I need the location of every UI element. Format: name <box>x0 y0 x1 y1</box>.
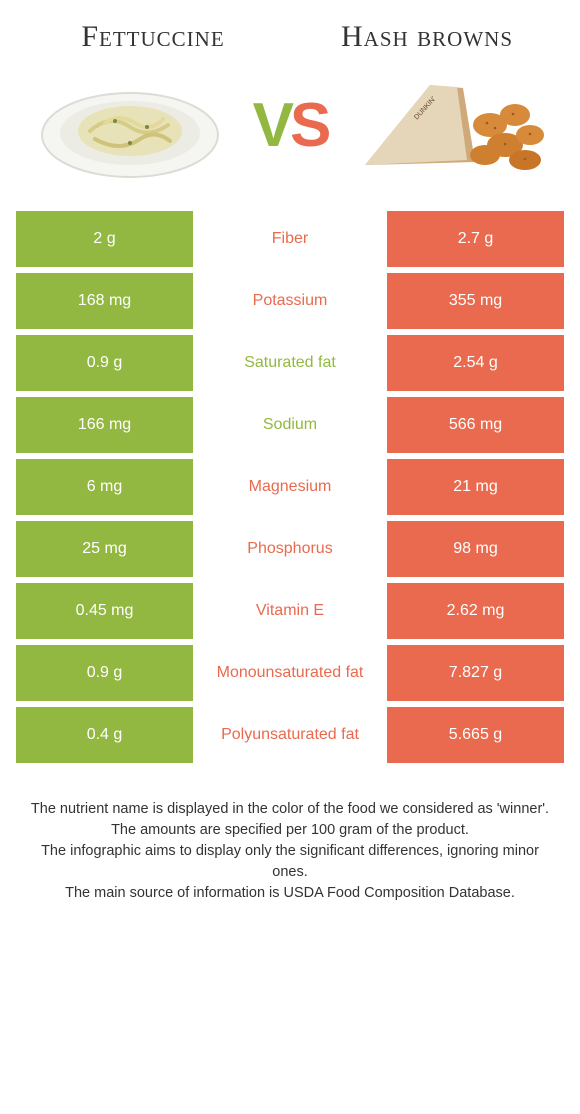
fettuccine-icon <box>35 65 225 185</box>
comparison-table: 2 gFiber2.7 g168 mgPotassium355 mg0.9 gS… <box>16 211 564 763</box>
value-right: 98 mg <box>387 521 564 577</box>
nutrient-label: Vitamin E <box>193 583 387 639</box>
nutrient-label: Potassium <box>193 273 387 329</box>
footer-notes: The nutrient name is displayed in the co… <box>16 799 564 904</box>
hashbrowns-icon: DUNKIN' <box>355 70 545 180</box>
food-a-title: Fettuccine <box>16 20 290 53</box>
vs-s: S <box>290 90 327 161</box>
table-row: 0.45 mgVitamin E2.62 mg <box>16 583 564 639</box>
table-row: 0.9 gSaturated fat2.54 g <box>16 335 564 391</box>
value-left: 168 mg <box>16 273 193 329</box>
food-b-title: Hash browns <box>290 20 564 53</box>
value-left: 0.4 g <box>16 707 193 763</box>
nutrient-label: Monounsaturated fat <box>193 645 387 701</box>
infographic-container: Fettuccine Hash browns VS DUNK <box>0 0 580 924</box>
value-right: 2.62 mg <box>387 583 564 639</box>
images-row: VS DUNKIN' <box>16 65 564 185</box>
value-right: 2.54 g <box>387 335 564 391</box>
value-left: 2 g <box>16 211 193 267</box>
value-right: 2.7 g <box>387 211 564 267</box>
vs-v: V <box>253 90 290 161</box>
food-b-image: DUNKIN' <box>335 70 564 180</box>
nutrient-label: Magnesium <box>193 459 387 515</box>
table-row: 6 mgMagnesium21 mg <box>16 459 564 515</box>
footer-line: The main source of information is USDA F… <box>26 883 554 904</box>
value-left: 166 mg <box>16 397 193 453</box>
titles-row: Fettuccine Hash browns <box>16 20 564 53</box>
table-row: 2 gFiber2.7 g <box>16 211 564 267</box>
table-row: 168 mgPotassium355 mg <box>16 273 564 329</box>
value-right: 355 mg <box>387 273 564 329</box>
footer-line: The nutrient name is displayed in the co… <box>26 799 554 820</box>
food-a-image <box>16 65 245 185</box>
nutrient-label: Fiber <box>193 211 387 267</box>
value-left: 6 mg <box>16 459 193 515</box>
footer-line: The amounts are specified per 100 gram o… <box>26 820 554 841</box>
table-row: 0.9 gMonounsaturated fat7.827 g <box>16 645 564 701</box>
value-right: 566 mg <box>387 397 564 453</box>
value-left: 25 mg <box>16 521 193 577</box>
value-left: 0.9 g <box>16 335 193 391</box>
table-row: 166 mgSodium566 mg <box>16 397 564 453</box>
value-left: 0.9 g <box>16 645 193 701</box>
footer-line: The infographic aims to display only the… <box>26 841 554 883</box>
value-right: 5.665 g <box>387 707 564 763</box>
nutrient-label: Phosphorus <box>193 521 387 577</box>
value-right: 7.827 g <box>387 645 564 701</box>
table-row: 25 mgPhosphorus98 mg <box>16 521 564 577</box>
nutrient-label: Saturated fat <box>193 335 387 391</box>
value-right: 21 mg <box>387 459 564 515</box>
nutrient-label: Polyunsaturated fat <box>193 707 387 763</box>
value-left: 0.45 mg <box>16 583 193 639</box>
table-row: 0.4 gPolyunsaturated fat5.665 g <box>16 707 564 763</box>
vs-label: VS <box>245 90 336 161</box>
nutrient-label: Sodium <box>193 397 387 453</box>
